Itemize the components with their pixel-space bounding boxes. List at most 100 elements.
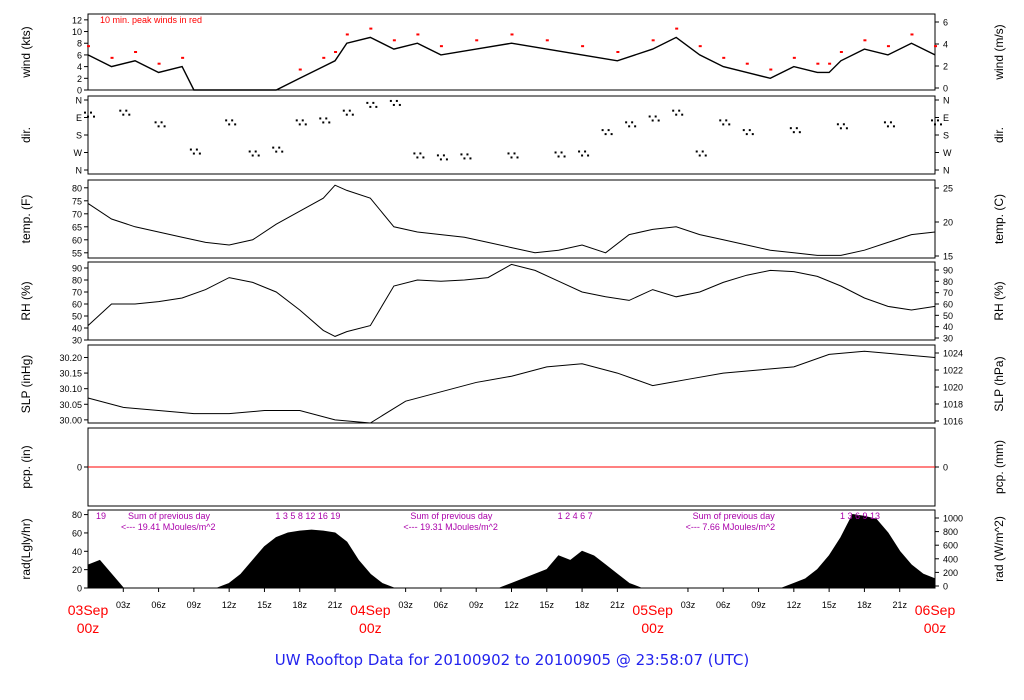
ytick-label-left-wind: 6	[77, 50, 82, 60]
direction-point	[625, 121, 628, 124]
wind-peak-point	[769, 68, 773, 71]
wind-peak-point	[934, 45, 937, 48]
direction-point	[554, 151, 557, 154]
ytick-label-left-wind_direction: N	[76, 166, 83, 176]
ytick-label-left-sea_level_pressure: 30.10	[59, 384, 82, 394]
direction-point	[563, 155, 566, 158]
ytick-label-left-relative_humidity: 40	[72, 324, 82, 334]
direction-point	[442, 154, 445, 157]
direction-point	[607, 129, 610, 132]
ytick-label-left-relative_humidity: 80	[72, 276, 82, 286]
direction-point	[795, 127, 798, 130]
direction-point	[587, 154, 590, 157]
direction-point	[657, 119, 660, 122]
ytick-label-left-relative_humidity: 60	[72, 300, 82, 310]
direction-point	[883, 121, 886, 124]
ytick-label-left-wind_direction: E	[76, 113, 82, 123]
direction-point	[436, 154, 439, 157]
ytick-label-right-wind: 0	[943, 84, 948, 94]
wind-peak-point	[345, 33, 349, 36]
ytick-label-left-relative_humidity: 70	[72, 288, 82, 298]
direction-point	[751, 133, 754, 136]
ytick-label-right-temperature: 25	[943, 184, 953, 194]
direction-point	[651, 119, 654, 122]
ytick-label-left-wind: 4	[77, 62, 82, 72]
ytick-label-left-temperature: 65	[72, 222, 82, 232]
ytick-label-right-sea_level_pressure: 1016	[943, 417, 963, 427]
direction-point	[634, 125, 637, 128]
radiation-energy-label: <--- 7.66 MJoules/m^2	[686, 522, 776, 532]
direction-point	[940, 123, 942, 126]
xtick-label: 12z	[787, 600, 802, 610]
direction-point	[254, 150, 257, 153]
direction-point	[937, 119, 939, 122]
direction-point	[886, 125, 889, 128]
ylabel-right-wind: wind (m/s)	[992, 24, 1006, 80]
direction-point	[466, 153, 469, 156]
direction-point	[198, 152, 201, 155]
ytick-label-right-solar_radiation: 400	[943, 554, 958, 564]
radiation-energy-label: <--- 19.41 MJoules/m^2	[121, 522, 216, 532]
direction-point	[192, 152, 195, 155]
ylabel-right-relative_humidity: RH (%)	[992, 281, 1006, 320]
direction-point	[93, 115, 95, 118]
ytick-label-left-sea_level_pressure: 30.20	[59, 353, 82, 363]
direction-point	[351, 113, 354, 116]
direction-point	[719, 119, 722, 122]
direction-point	[510, 156, 513, 159]
direction-point	[654, 115, 657, 118]
temperature-series-line	[87, 184, 936, 256]
direction-point	[304, 123, 307, 126]
direction-point	[416, 156, 419, 159]
direction-point	[604, 133, 607, 136]
ytick-label-left-solar_radiation: 80	[72, 510, 82, 520]
ylabel-right-precipitation: pcp. (mm)	[992, 440, 1006, 494]
direction-point	[251, 154, 254, 157]
direction-point	[231, 119, 234, 122]
date-label-hour: 00z	[924, 620, 947, 636]
ytick-label-left-wind: 2	[77, 74, 82, 84]
radiation-series-area	[87, 514, 936, 589]
direction-point	[678, 109, 681, 112]
xtick-label: 09z	[751, 600, 766, 610]
wind-peak-point	[134, 51, 138, 53]
direction-point	[275, 150, 278, 153]
wind-peak-point	[181, 56, 185, 59]
direction-point	[413, 152, 416, 155]
ytick-label-right-sea_level_pressure: 1024	[943, 349, 963, 359]
radiation-sum-label: Sum of previous day	[410, 511, 493, 521]
direction-point	[581, 154, 584, 157]
direction-point	[722, 123, 725, 126]
xtick-label: 21z	[328, 600, 343, 610]
direction-point	[234, 123, 237, 126]
direction-point	[557, 155, 560, 158]
direction-point	[889, 121, 892, 124]
direction-point	[748, 129, 751, 132]
ytick-label-right-solar_radiation: 0	[943, 582, 948, 592]
panel-frame-sea_level_pressure	[87, 344, 936, 424]
ylabel-left-precipitation: pcp. (in)	[19, 445, 33, 488]
direction-point	[189, 148, 192, 151]
direction-point	[789, 127, 792, 130]
direction-point	[228, 123, 231, 126]
direction-point	[398, 103, 401, 106]
wind-peak-point	[369, 27, 373, 30]
panel-frame-relative_humidity	[87, 261, 936, 341]
direction-point	[125, 109, 128, 112]
xtick-label: 15z	[822, 600, 837, 610]
sea_level_pressure-series-line	[87, 350, 936, 424]
panel-frame-temperature	[87, 179, 936, 259]
wind-peak-point	[651, 39, 655, 42]
xtick-label: 06z	[434, 600, 449, 610]
ytick-label-right-solar_radiation: 200	[943, 568, 958, 578]
ytick-label-right-wind_direction: S	[943, 131, 949, 141]
wind-series-line	[87, 36, 936, 91]
xtick-label: 15z	[540, 600, 555, 610]
radiation-hour-labels: 19	[96, 511, 106, 521]
direction-point	[513, 152, 516, 155]
xtick-label: 18z	[575, 600, 590, 610]
wind-peak-point	[863, 39, 867, 42]
direction-point	[845, 127, 848, 130]
date-label-hour: 00z	[77, 620, 100, 636]
direction-point	[892, 125, 895, 128]
